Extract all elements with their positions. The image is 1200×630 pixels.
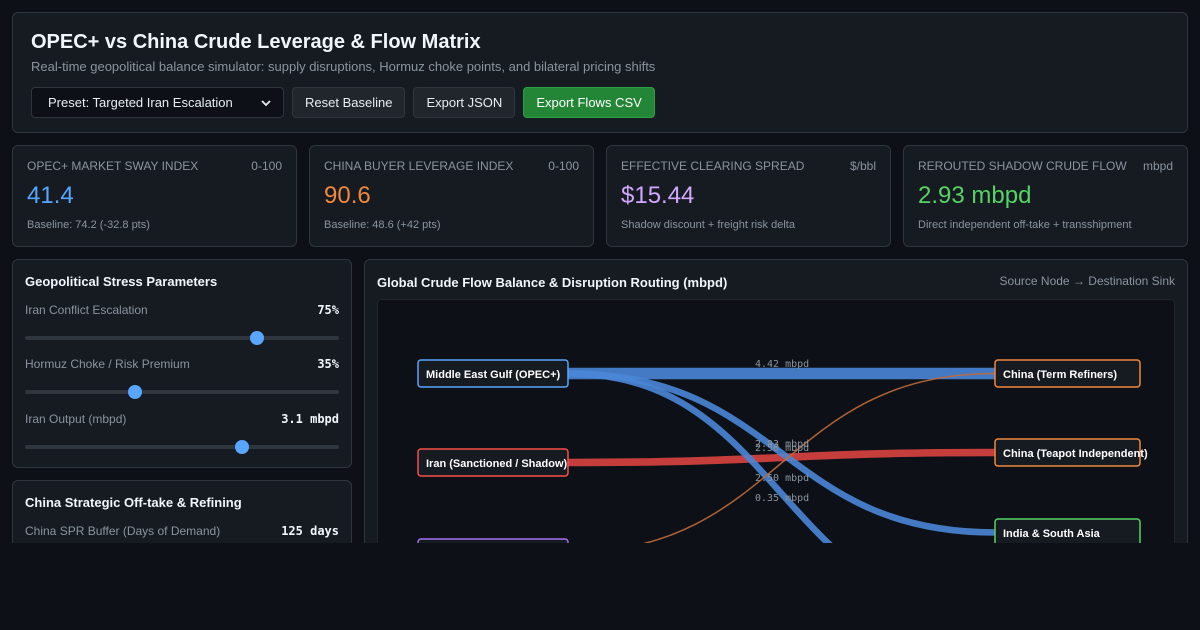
header-panel: OPEC+ vs China Crude Leverage & Flow Mat… [12,12,1188,133]
flow-links [567,367,996,543]
china-offtake-panel: China Strategic Off-take & Refining Chin… [12,480,352,543]
page-title: OPEC+ vs China Crude Leverage & Flow Mat… [31,31,481,53]
legend-sink: Destination Sink [1088,274,1175,288]
flow-link [567,370,833,543]
kpi-value: 90.6 [324,182,371,209]
node-box [994,359,1141,388]
kpi-label: Rerouted Shadow Crude Flow [918,159,1127,173]
kpi-note: Direct independent off-take + transshipm… [918,219,1132,231]
slider-thumb[interactable] [234,440,249,454]
node-box [417,538,569,543]
slider-thumb[interactable] [250,331,265,345]
kpi-label: OPEC+ Market Sway Index [27,159,199,173]
sink-node[interactable]: China (Teapot Independent) [994,438,1148,467]
kpi-value: $15.44 [621,182,695,209]
kpi-note: Baseline: 48.6 (+42 pts) [324,219,441,231]
slider-label: Iran Output (mbpd) [25,412,127,426]
app-viewport: OPEC+ vs China Crude Leverage & Flow Mat… [12,12,1188,543]
flow-link [567,370,996,536]
node-box [417,448,569,477]
node-label: China (Teapot Independent) [1003,448,1148,460]
kpi-note: Shadow discount + freight risk delta [621,219,795,231]
flow-canvas: 4.42 mbpd 2.93 mbpd 2.50 mbpd 2.50 mbpd 0.35… [377,299,1175,543]
node-box [994,438,1141,467]
flow-legend: Source Node → Destination Sink [1000,274,1175,288]
kpi-value: 2.93 mbpd [918,182,1032,209]
kpi-card-clearing-spread: Effective Clearing Spread $/bbl $15.44 S… [606,145,891,247]
flow-panel: Global Crude Flow Balance & Disruption R… [364,259,1188,543]
reset-baseline-button[interactable]: Reset Baseline [292,87,406,118]
slider-label: China SPR Buffer (Days of Demand) [25,524,221,538]
kpi-unit: $/bbl [849,159,876,173]
kpi-card-opec-sway: OPEC+ Market Sway Index 0-100 41.4 Basel… [12,145,297,247]
slider-label: Hormuz Choke / Risk Premium [25,357,190,371]
flow-value-label: 4.42 mbpd [755,359,809,370]
page-subtitle: Real-time geopolitical balance simulator… [31,59,656,74]
kpi-unit: mbpd [1142,159,1173,173]
panel-title: Geopolitical Stress Parameters [25,274,218,289]
sink-node[interactable]: China (Term Refiners) [994,359,1141,388]
node-label: Middle East Gulf (OPEC+) [426,369,560,381]
slider-track[interactable] [25,440,339,454]
node-box [417,359,569,388]
node-box [994,518,1141,543]
panel-title: China Strategic Off-take & Refining [25,495,242,510]
preset-select[interactable]: Preset: Targeted Iran Escalation [31,87,284,118]
slider-value: 35% [317,357,339,371]
slider-label: Iran Conflict Escalation [25,303,148,317]
node-label: China (Term Refiners) [1003,369,1117,381]
sink-node[interactable]: India & South Asia [994,518,1141,543]
kpi-unit: 0-100 [251,159,282,173]
chevron-down-icon [261,99,271,106]
stress-parameters-panel: Geopolitical Stress Parameters Iran Conf… [12,259,352,468]
slider-track[interactable] [25,385,339,399]
export-flows-csv-button[interactable]: Export Flows CSV [523,87,655,118]
source-node[interactable]: Iran (Sanctioned / Shadow) [417,448,569,477]
source-node[interactable]: Middle East Gulf (OPEC+) [417,359,569,388]
node-label: Iran (Sanctioned / Shadow) [426,458,568,470]
source-node[interactable] [417,538,569,543]
kpi-unit: 0-100 [548,159,579,173]
slider-value: 75% [317,303,339,317]
flow-link [567,448,996,467]
flow-value-label: 2.50 mbpd [755,443,809,454]
kpi-note: Baseline: 74.2 (-32.8 pts) [27,219,150,231]
kpi-label: China Buyer Leverage Index [324,159,514,173]
legend-source: Source Node [999,274,1070,288]
slider-track[interactable] [25,331,339,345]
toolbar: Preset: Targeted Iran Escalation Reset B… [31,87,655,118]
flow-link [642,372,996,543]
slider-value: 125 days [281,524,339,538]
export-json-button[interactable]: Export JSON [413,87,516,118]
slider-thumb[interactable] [127,385,142,399]
panel-title: Global Crude Flow Balance & Disruption R… [377,275,728,290]
flow-value-label: 2.93 mbpd [755,439,809,450]
kpi-card-china-leverage: China Buyer Leverage Index 0-100 90.6 Ba… [309,145,594,247]
flow-value-label: 0.35 mbpd [755,493,809,504]
preset-select-value: Preset: Targeted Iran Escalation [48,95,233,110]
node-label: India & South Asia [1003,528,1101,540]
kpi-value: 41.4 [27,182,74,209]
flow-value-label: 2.50 mbpd [755,473,809,484]
kpi-label: Effective Clearing Spread [621,159,805,173]
kpi-card-shadow-flow: Rerouted Shadow Crude Flow mbpd 2.93 mbp… [903,145,1188,247]
legend-arrow: → [1072,274,1085,288]
slider-value: 3.1 mbpd [281,412,339,426]
